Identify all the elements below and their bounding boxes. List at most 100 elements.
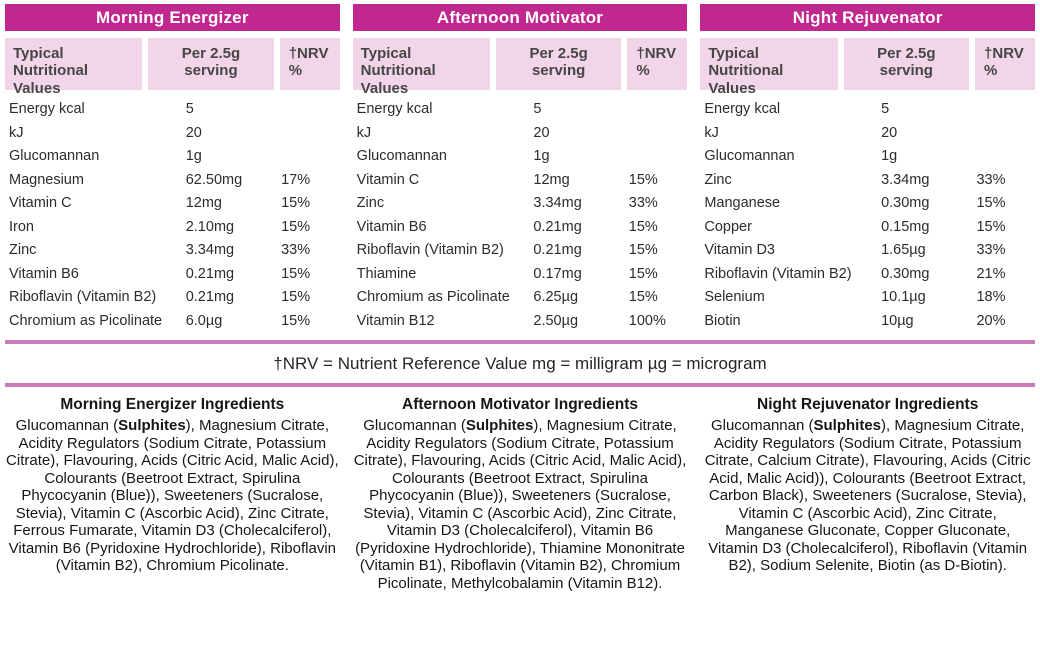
nutrient-amount: 0.21mg [185, 289, 235, 305]
nutrient-amount: 12mg [533, 171, 570, 188]
nutrient-amount: 5 [881, 101, 890, 117]
table-row: Magnesium 62.50mg 17% [5, 169, 340, 193]
table-row: Manganese 0.30mg 15% [700, 192, 1035, 216]
nutrient-nrv: 15% [976, 195, 1006, 211]
allergen-sulphites: Sulphites [465, 417, 534, 434]
nutrient-nrv: 18% [976, 289, 1006, 305]
allergen-sulphites: Sulphites [813, 417, 882, 434]
column-header-per-serving: Per 2.5g serving [495, 38, 622, 90]
nutrient-amount: 20 [185, 124, 202, 141]
column-header-typical-values: Typical Nutritional Values [352, 38, 490, 97]
nutrient-name: Riboflavin (Vitamin B2) [704, 265, 852, 282]
nutrient-name: Selenium [704, 289, 765, 305]
nutrient-nrv: 15% [281, 265, 311, 282]
table-row: Vitamin B6 0.21mg 15% [5, 263, 340, 287]
ingredients-prefix: Glucomannan ( [710, 417, 814, 434]
nutrient-amount: 20 [881, 124, 898, 141]
nutrient-amount: 2.10mg [185, 218, 235, 235]
nutrient-name: Glucomannan [704, 148, 795, 164]
ingredients-title: Afternoon Motivator Ingredients [402, 396, 638, 413]
table-row: Energy kcal 5 [353, 98, 688, 122]
nutrient-nrv: 15% [281, 218, 311, 235]
nutrient-name: kJ [356, 124, 372, 141]
nutrient-nrv: 15% [628, 265, 658, 282]
nutrient-name: Iron [9, 218, 34, 235]
nutrient-name: Zinc [356, 195, 385, 211]
table-row: Zinc 3.34mg 33% [5, 239, 340, 263]
nutrient-amount: 0.17mg [533, 265, 582, 282]
table-row: Zinc 3.34mg 33% [353, 192, 688, 216]
table-row: Copper 0.15mg 15% [700, 216, 1035, 240]
nutrient-name: Thiamine [356, 265, 417, 282]
ingredients-text: Glucomannan (Sulphites), Magnesium Citra… [5, 417, 340, 575]
table-row: Iron 2.10mg 15% [5, 216, 340, 240]
ingredients-morning-energizer: Morning Energizer Ingredients Glucomanna… [5, 396, 340, 592]
nutrient-amount: 2.50µg [533, 312, 579, 329]
column-headers: Typical Nutritional Values Per 2.5g serv… [5, 38, 340, 97]
nutrient-amount: 0.30mg [881, 195, 930, 211]
nutrient-nrv [281, 98, 340, 122]
nutrient-amount: 3.34mg [185, 242, 235, 258]
nutrient-nrv [281, 122, 340, 146]
nutrient-amount: 3.34mg [533, 195, 582, 211]
nutrition-tables-row: Morning Energizer Typical Nutritional Va… [5, 4, 1036, 334]
ingredients-text: Glucomannan (Sulphites), Magnesium Citra… [700, 417, 1035, 575]
nutrient-name: Glucomannan [356, 148, 447, 164]
table-row: Biotin 10µg 20% [700, 310, 1035, 334]
nutrient-amount: 62.50mg [185, 171, 243, 188]
nutrient-nrv: 15% [281, 289, 311, 305]
nutrient-nrv: 15% [628, 242, 658, 258]
column-header-typical-values: Typical Nutritional Values [5, 38, 143, 97]
nutrient-amount: 10.1µg [881, 289, 926, 305]
nutrient-name: Manganese [704, 195, 781, 211]
ingredients-rest: ), Magnesium Citrate, Acidity Regulators… [6, 417, 339, 575]
nutrition-table-afternoon-motivator: Afternoon Motivator Typical Nutritional … [352, 4, 688, 334]
nutrient-amount: 6.25µg [533, 289, 579, 305]
nutrient-amount: 1g [185, 148, 202, 164]
ingredients-night-rejuvenator: Night Rejuvenator Ingredients Glucomanna… [700, 396, 1035, 592]
nutrient-name: Magnesium [9, 171, 84, 188]
nutrient-nrv: 15% [281, 195, 311, 211]
table-row: Vitamin B6 0.21mg 15% [353, 216, 688, 240]
table-row: Chromium as Picolinate 6.0µg 15% [5, 310, 340, 334]
table-row: Vitamin C 12mg 15% [353, 169, 688, 193]
column-headers: Typical Nutritional Values Per 2.5g serv… [700, 38, 1036, 97]
nutrient-nrv: 15% [628, 171, 658, 188]
nutrient-nrv [629, 122, 688, 146]
ingredients-title: Night Rejuvenator Ingredients [757, 396, 979, 413]
column-header-typical-values: Typical Nutritional Values [700, 38, 838, 97]
pink-divider-line [5, 340, 1035, 344]
nutrient-nrv: 33% [628, 195, 658, 211]
table-row: kJ 20 [5, 122, 340, 146]
nutrient-name: Vitamin B6 [9, 265, 79, 282]
nutrient-nrv [976, 98, 1035, 122]
pink-divider-line [5, 383, 1035, 387]
nutrient-nrv: 20% [976, 312, 1006, 329]
nutrient-name: Riboflavin (Vitamin B2) [356, 242, 504, 258]
nutrient-amount: 10µg [881, 312, 914, 329]
table-title: Night Rejuvenator [700, 4, 1036, 31]
table-title: Morning Energizer [5, 4, 340, 31]
ingredients-prefix: Glucomannan ( [15, 417, 119, 434]
nutrient-nrv [629, 98, 688, 122]
nutrient-name: Vitamin C [9, 195, 72, 211]
column-headers: Typical Nutritional Values Per 2.5g serv… [352, 38, 688, 97]
ingredients-prefix: Glucomannan ( [363, 417, 466, 434]
nutrient-name: Copper [704, 218, 752, 235]
nutrient-name: Glucomannan [9, 148, 100, 164]
table-row: Riboflavin (Vitamin B2) 0.21mg 15% [5, 286, 340, 310]
table-row: Vitamin C 12mg 15% [5, 192, 340, 216]
nutrient-name: Vitamin D3 [704, 242, 775, 258]
nutrient-name: Energy kcal [704, 101, 781, 117]
nutrient-name: Vitamin B12 [356, 312, 435, 329]
table-row: Glucomannan 1g [700, 145, 1035, 169]
nutrient-amount: 0.21mg [533, 242, 582, 258]
table-row: Vitamin B12 2.50µg 100% [353, 310, 688, 334]
table-row: Glucomannan 1g [5, 145, 340, 169]
table-row: Selenium 10.1µg 18% [700, 286, 1035, 310]
nutrient-nrv: 15% [628, 218, 658, 235]
table-row: Zinc 3.34mg 33% [700, 169, 1035, 193]
nutrient-amount: 5 [185, 101, 194, 117]
nutrient-nrv: 15% [976, 218, 1006, 235]
nutrient-amount: 1g [533, 148, 550, 164]
